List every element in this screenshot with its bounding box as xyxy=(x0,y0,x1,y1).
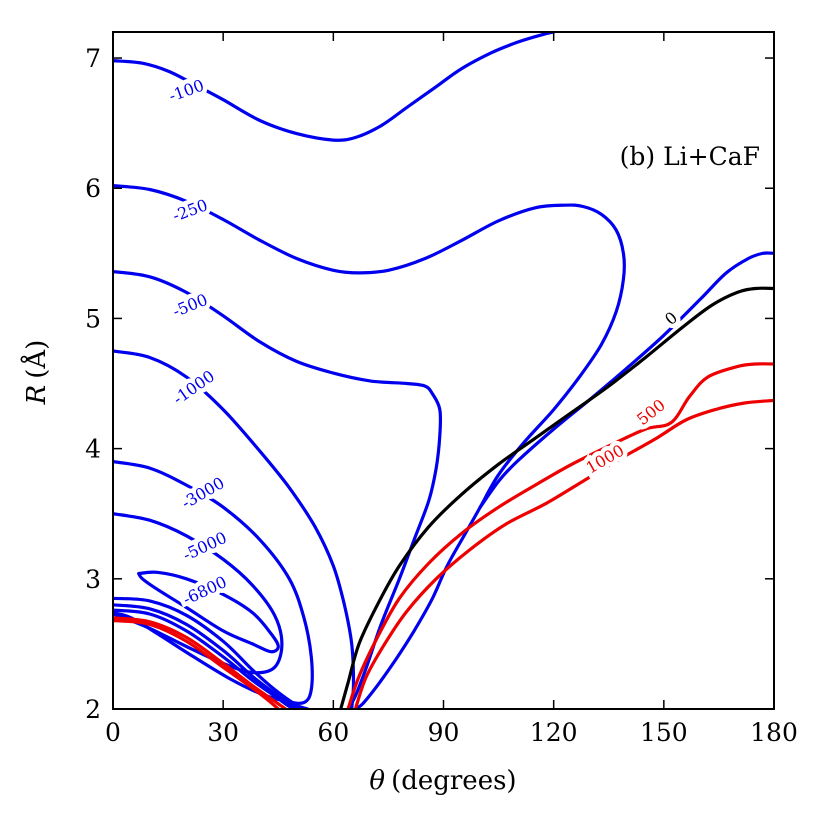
y-tick-label: 6 xyxy=(85,174,101,203)
contour-line xyxy=(113,32,556,142)
contour-line xyxy=(113,184,626,709)
y-tick-label: 5 xyxy=(85,304,101,333)
contour-line xyxy=(113,603,302,709)
contour-line xyxy=(478,251,774,509)
y-axis-unit: (Å) xyxy=(20,340,52,379)
contour-line xyxy=(113,608,299,709)
y-axis-title: R (Å) xyxy=(20,340,52,406)
contour-line xyxy=(113,349,356,709)
y-tick-label: 7 xyxy=(85,44,101,73)
x-tick-label: 120 xyxy=(530,718,578,747)
contour-line xyxy=(113,460,314,705)
contour-line xyxy=(339,286,774,709)
x-axis-unit: (degrees) xyxy=(391,766,517,796)
contour-line xyxy=(113,616,288,709)
x-tick-label: 60 xyxy=(317,718,349,747)
contour-line xyxy=(353,398,774,709)
contour-line xyxy=(113,512,284,675)
y-tick-label: 4 xyxy=(85,435,101,464)
x-tick-label: 180 xyxy=(750,718,798,747)
x-tick-label: 0 xyxy=(105,718,121,747)
x-tick-label: 150 xyxy=(640,718,688,747)
axis-ticks: 0 30 60 90 120 150 180 2 3 4 5 6 7 xyxy=(85,32,798,747)
x-axis-title: θ (degrees) xyxy=(369,766,516,796)
contour-line xyxy=(137,570,280,654)
contour-line xyxy=(113,596,310,709)
y-axis-symbol: R xyxy=(22,385,52,406)
y-tick-label: 3 xyxy=(85,565,101,594)
contour-lines xyxy=(113,32,774,709)
x-axis-symbol: θ xyxy=(369,766,385,796)
x-tick-label: 30 xyxy=(207,718,239,747)
contour-line xyxy=(113,618,280,709)
contour-line xyxy=(346,362,774,709)
contour-line xyxy=(113,270,443,709)
chart-annotation: (b) Li+CaF xyxy=(620,142,760,171)
x-tick-label: 90 xyxy=(428,718,460,747)
y-tick-label: 2 xyxy=(85,695,101,724)
